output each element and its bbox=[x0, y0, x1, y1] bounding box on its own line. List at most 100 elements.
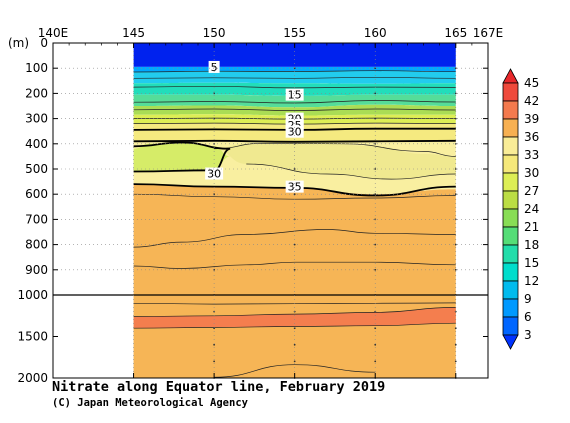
colorbar-cell bbox=[502, 226, 519, 246]
colorbar-cell bbox=[502, 262, 519, 282]
station-dot bbox=[454, 343, 457, 346]
depth-band bbox=[133, 70, 456, 84]
colorbar-cell bbox=[502, 82, 519, 102]
contour-label-bg bbox=[205, 167, 224, 180]
colorbar-cell bbox=[502, 208, 519, 228]
colorbar-label: 36 bbox=[524, 130, 539, 144]
colorbar-label: 33 bbox=[524, 148, 539, 162]
chart-title: Nitrate along Equator line, February 201… bbox=[52, 379, 386, 395]
station-dot bbox=[293, 168, 296, 170]
contour-label: 30 bbox=[288, 126, 302, 139]
y-tick-label: 2000 bbox=[17, 371, 48, 385]
colorbar-cell bbox=[502, 244, 519, 264]
station-dot bbox=[293, 360, 296, 363]
station-dot bbox=[374, 168, 377, 170]
x-tick-label: 150 bbox=[203, 26, 226, 40]
colorbar-cell bbox=[502, 154, 519, 174]
station-dot bbox=[213, 243, 216, 246]
station-dot bbox=[454, 67, 457, 70]
station-dot bbox=[374, 343, 377, 346]
station-dot bbox=[454, 117, 457, 120]
colorbar-cell bbox=[502, 118, 519, 138]
station-dot bbox=[213, 117, 216, 120]
station-dot bbox=[213, 193, 216, 196]
station-dot bbox=[293, 343, 296, 346]
mid-nitrate-patch bbox=[214, 141, 456, 180]
station-dot bbox=[213, 268, 216, 271]
station-dot bbox=[374, 67, 377, 70]
station-dot bbox=[374, 360, 377, 363]
colorbar-cell bbox=[502, 280, 519, 300]
station-dot bbox=[454, 268, 457, 271]
station-dot bbox=[454, 327, 457, 330]
colorbar-cell bbox=[502, 298, 519, 318]
contour-line bbox=[214, 364, 376, 378]
station-dot bbox=[213, 360, 216, 363]
contour-label-bg bbox=[208, 60, 220, 73]
contour-line bbox=[133, 322, 456, 329]
colorbar-label: 15 bbox=[524, 256, 539, 270]
colorbar-label: 42 bbox=[524, 94, 539, 108]
x-tick-label: 167E bbox=[473, 26, 504, 40]
colorbar-cell bbox=[502, 136, 519, 156]
contour-line-bold bbox=[133, 139, 456, 143]
colorbar-label: 12 bbox=[524, 274, 539, 288]
station-dot bbox=[374, 327, 377, 330]
y-tick-label: 700 bbox=[25, 212, 48, 226]
contour-label-bg bbox=[285, 180, 304, 193]
station-dot bbox=[293, 193, 296, 196]
x-tick-label: 140E bbox=[38, 26, 69, 40]
contour-line bbox=[133, 108, 456, 111]
station-dot bbox=[213, 343, 216, 346]
colorbar-cell bbox=[502, 190, 519, 210]
colorbar-label: 18 bbox=[524, 238, 539, 252]
station-dot bbox=[374, 243, 377, 246]
colorbar-label: 27 bbox=[524, 184, 539, 198]
station-dot bbox=[374, 268, 377, 271]
station-dot bbox=[454, 193, 457, 196]
station-dot bbox=[454, 168, 457, 170]
y-tick-label: 100 bbox=[25, 61, 48, 75]
colorbar-top-arrow bbox=[502, 68, 519, 84]
station-dot bbox=[374, 92, 377, 95]
deep-layer-fill bbox=[133, 295, 456, 378]
contour-line bbox=[246, 163, 456, 180]
station-dot bbox=[454, 360, 457, 363]
y-tick-label: 300 bbox=[25, 112, 48, 126]
y-tick-label: 800 bbox=[25, 238, 48, 252]
x-tick-label: 145 bbox=[122, 26, 145, 40]
plot-frame bbox=[52, 42, 489, 379]
y-tick-label: 500 bbox=[25, 162, 48, 176]
contour-label-bg bbox=[285, 118, 304, 131]
x-tick-label: 160 bbox=[364, 26, 387, 40]
station-dot bbox=[293, 67, 296, 70]
colorbar-label: 21 bbox=[524, 220, 539, 234]
colorbar-cell bbox=[502, 100, 519, 120]
y-tick-label: 200 bbox=[25, 86, 48, 100]
colorbar-cell bbox=[502, 316, 519, 336]
station-dot bbox=[454, 92, 457, 95]
colorbar-label: 30 bbox=[524, 166, 539, 180]
x-tick-label: 155 bbox=[283, 26, 306, 40]
station-dot bbox=[293, 243, 296, 246]
y-axis-unit: (m) bbox=[8, 36, 29, 50]
station-dot bbox=[213, 327, 216, 330]
colorbar-label: 39 bbox=[524, 112, 539, 126]
y-tick-label: 1000 bbox=[17, 288, 48, 302]
colorbar-label: 9 bbox=[524, 292, 532, 306]
y-tick-label: 0 bbox=[40, 36, 48, 50]
contour-line bbox=[133, 76, 456, 79]
y-tick-label: 1500 bbox=[17, 330, 48, 344]
station-dot bbox=[454, 243, 457, 246]
depth-band bbox=[133, 94, 456, 108]
y-tick-label: 600 bbox=[25, 187, 48, 201]
station-dot bbox=[213, 92, 216, 95]
colorbar-label: 24 bbox=[524, 202, 539, 216]
low-nitrate-patch bbox=[133, 142, 231, 172]
contour-line-bold bbox=[133, 141, 231, 173]
contour-label: 30 bbox=[207, 168, 221, 181]
colorbar-label: 45 bbox=[524, 76, 539, 90]
colorbar-bottom-arrow bbox=[502, 334, 519, 350]
